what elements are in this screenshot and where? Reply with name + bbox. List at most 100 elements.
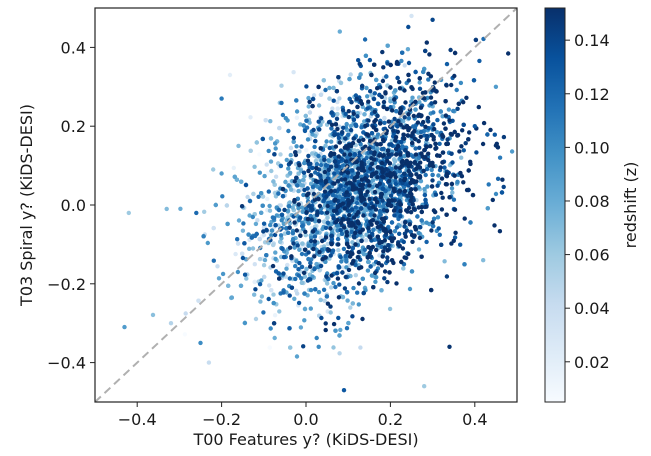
scatter-point bbox=[284, 226, 289, 231]
scatter-point bbox=[316, 119, 321, 124]
scatter-point bbox=[306, 191, 311, 196]
scatter-point bbox=[506, 51, 511, 56]
scatter-point bbox=[316, 103, 322, 108]
scatter-point bbox=[178, 206, 183, 211]
scatter-point bbox=[423, 48, 428, 54]
scatter-point bbox=[361, 290, 366, 296]
scatter-point bbox=[334, 116, 340, 122]
scatter-point bbox=[340, 196, 345, 202]
scatter-point bbox=[363, 53, 369, 58]
scatter-point bbox=[452, 50, 458, 56]
scatter-point bbox=[294, 109, 300, 114]
scatter-point bbox=[350, 301, 355, 306]
scatter-point bbox=[430, 220, 435, 225]
scatter-point bbox=[202, 209, 207, 214]
scatter-point bbox=[342, 286, 348, 291]
scatter-point bbox=[418, 225, 423, 230]
scatter-point bbox=[318, 235, 324, 240]
scatter-point bbox=[429, 184, 435, 189]
scatter-point bbox=[355, 290, 360, 295]
scatter-point bbox=[428, 74, 434, 79]
scatter-point bbox=[284, 157, 289, 163]
scatter-point bbox=[295, 243, 300, 248]
scatter-point bbox=[368, 264, 373, 269]
scatter-point bbox=[227, 72, 233, 78]
scatter-point bbox=[390, 108, 395, 113]
scatter-point bbox=[305, 158, 311, 163]
scatter-point bbox=[449, 186, 455, 191]
scatter-point bbox=[452, 73, 457, 79]
scatter-point bbox=[476, 104, 481, 110]
scatter-point bbox=[409, 85, 414, 90]
scatter-point bbox=[323, 180, 328, 185]
scatter-point bbox=[273, 223, 278, 228]
scatter-point bbox=[338, 148, 344, 153]
scatter-point bbox=[324, 194, 329, 199]
scatter-point bbox=[405, 151, 411, 156]
scatter-point bbox=[280, 112, 286, 118]
scatter-point bbox=[417, 235, 423, 241]
scatter-point bbox=[329, 285, 334, 290]
scatter-point bbox=[373, 207, 379, 212]
scatter-point bbox=[334, 164, 339, 169]
scatter-point bbox=[320, 119, 325, 124]
scatter-point bbox=[320, 257, 325, 262]
scatter-point bbox=[266, 148, 271, 154]
scatter-point bbox=[333, 122, 339, 127]
scatter-point bbox=[305, 137, 311, 142]
scatter-point bbox=[306, 153, 311, 159]
scatter-point bbox=[439, 207, 445, 212]
scatter-point bbox=[480, 141, 486, 147]
scatter-point bbox=[288, 187, 294, 192]
scatter-point bbox=[329, 237, 335, 242]
scatter-point bbox=[271, 242, 276, 248]
scatter-point bbox=[239, 179, 244, 184]
scatter-point bbox=[370, 184, 375, 190]
scatter-point bbox=[421, 168, 426, 174]
scatter-point bbox=[252, 164, 257, 169]
scatter-point bbox=[337, 282, 342, 287]
scatter-point bbox=[326, 158, 331, 163]
scatter-point bbox=[406, 72, 411, 78]
scatter-point bbox=[247, 198, 253, 204]
scatter-point bbox=[333, 208, 339, 213]
scatter-point bbox=[314, 166, 319, 171]
scatter-point bbox=[216, 276, 222, 281]
scatter-point bbox=[328, 304, 333, 309]
scatter-point bbox=[409, 133, 414, 139]
scatter-point bbox=[345, 298, 350, 303]
scatter-point bbox=[426, 77, 431, 82]
scatter-point bbox=[385, 248, 390, 253]
scatter-point bbox=[358, 141, 363, 147]
scatter-point bbox=[328, 164, 334, 169]
scatter-point bbox=[302, 291, 307, 296]
scatter-point bbox=[316, 218, 322, 224]
scatter-point bbox=[325, 301, 331, 306]
scatter-point bbox=[260, 203, 265, 208]
scatter-point bbox=[288, 160, 293, 165]
scatter-point bbox=[329, 122, 335, 128]
scatter-point bbox=[427, 52, 432, 57]
scatter-point bbox=[283, 179, 288, 185]
scatter-point bbox=[276, 265, 281, 270]
scatter-point bbox=[434, 130, 440, 135]
scatter-point bbox=[331, 321, 337, 327]
scatter-point bbox=[250, 246, 256, 251]
scatter-point bbox=[264, 253, 269, 258]
scatter-point bbox=[363, 123, 368, 128]
scatter-point bbox=[247, 246, 252, 251]
scatter-point bbox=[264, 162, 269, 167]
scatter-point bbox=[382, 96, 388, 101]
scatter-point bbox=[364, 219, 370, 224]
scatter-point bbox=[426, 119, 431, 124]
scatter-point bbox=[381, 104, 386, 110]
scatter-point bbox=[291, 70, 296, 75]
scatter-point bbox=[425, 95, 430, 101]
scatter-point bbox=[404, 255, 409, 261]
scatter-point bbox=[366, 225, 371, 231]
scatter-point bbox=[388, 236, 393, 241]
scatter-point bbox=[298, 215, 303, 220]
scatter-point bbox=[276, 207, 282, 213]
scatter-point bbox=[384, 106, 390, 112]
